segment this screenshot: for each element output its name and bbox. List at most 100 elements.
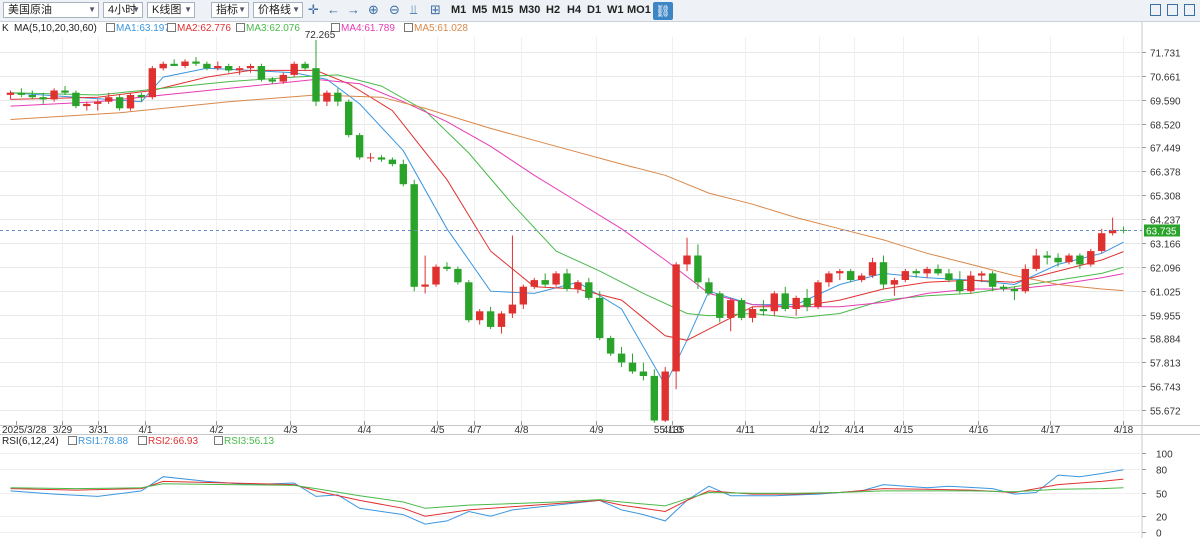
candle-body bbox=[1032, 255, 1040, 269]
rsi-line-rsi3 bbox=[10, 483, 1124, 509]
price-grid bbox=[0, 22, 1200, 538]
x-tick-label: 4/9 bbox=[590, 425, 604, 436]
link-icon[interactable]: ⛓ bbox=[653, 2, 673, 20]
chevron-down-icon: ▼ bbox=[132, 5, 140, 14]
candle-body bbox=[792, 297, 800, 309]
chart-kind-label: K线图 bbox=[152, 4, 182, 16]
ma1-legend[interactable]: MA1:63.197 bbox=[106, 22, 170, 36]
rsi3-value: RSI3:56.13 bbox=[224, 436, 275, 447]
y-tick-label: 71.731 bbox=[1150, 49, 1181, 60]
checkbox-icon[interactable] bbox=[331, 23, 340, 32]
crosshair-icon[interactable]: ✛ bbox=[308, 2, 319, 17]
checkbox-icon[interactable] bbox=[236, 23, 245, 32]
candle-body bbox=[465, 282, 473, 321]
candle-body bbox=[825, 273, 833, 283]
candle-body bbox=[596, 297, 604, 338]
checkbox-icon[interactable] bbox=[167, 23, 176, 32]
checkbox-icon[interactable] bbox=[138, 436, 147, 445]
window-restore-icon[interactable] bbox=[1167, 4, 1178, 16]
candle-body bbox=[312, 68, 320, 102]
candle-body bbox=[225, 66, 233, 71]
chevron-down-icon: ▼ bbox=[88, 5, 96, 14]
period-m5[interactable]: M5 bbox=[472, 4, 488, 16]
candle-body bbox=[301, 63, 309, 69]
rsi-y-tick-label: 50 bbox=[1156, 490, 1168, 501]
rsi-y-tick-label: 80 bbox=[1156, 466, 1168, 477]
candle-body bbox=[443, 266, 451, 269]
ma-line-ma5 bbox=[10, 94, 1124, 292]
candles bbox=[6, 40, 1128, 423]
candle-body bbox=[1054, 257, 1062, 263]
interval-select[interactable]: 4小时 ▼ bbox=[103, 2, 143, 18]
candle-body bbox=[563, 273, 571, 289]
period-m15[interactable]: M15 bbox=[492, 4, 514, 16]
price-line-select[interactable]: 价格线 ▼ bbox=[253, 2, 303, 18]
ma2-legend[interactable]: MA2:62.776 bbox=[167, 22, 231, 36]
zoom-in-icon[interactable]: ⊕ bbox=[368, 2, 379, 17]
indicator-select[interactable]: 指标 ▼ bbox=[211, 2, 249, 18]
ma4-legend[interactable]: MA4:61.789 bbox=[331, 22, 395, 36]
rsi2-value: RSI2:66.93 bbox=[148, 436, 199, 447]
candle-body bbox=[727, 300, 735, 318]
candle-body bbox=[770, 293, 778, 312]
period-d1[interactable]: D1 bbox=[587, 4, 602, 16]
candle-body bbox=[999, 286, 1008, 289]
current-price-tag bbox=[1144, 224, 1180, 237]
x-tick-label: 4/4 bbox=[358, 425, 372, 436]
rsi-y-tick-label: 20 bbox=[1156, 513, 1168, 524]
chart-kind-select[interactable]: K线图 ▼ bbox=[147, 2, 195, 18]
candle-body bbox=[661, 371, 669, 421]
rsi1-legend[interactable]: RSI1:78.88 bbox=[68, 435, 128, 449]
zoom-out-icon[interactable]: ⊖ bbox=[389, 2, 400, 17]
candle-body bbox=[476, 311, 484, 321]
window-split-icon[interactable] bbox=[1150, 4, 1161, 16]
rsi3-legend[interactable]: RSI3:56.13 bbox=[214, 435, 274, 449]
ma5-legend[interactable]: MA5:61.028 bbox=[404, 22, 468, 36]
candle-body bbox=[355, 135, 364, 158]
candle-body bbox=[716, 293, 724, 318]
candle-body bbox=[432, 266, 440, 285]
candle-body bbox=[628, 362, 637, 372]
candle-body bbox=[214, 66, 222, 69]
candle-body bbox=[377, 157, 386, 160]
ma-line-ma3 bbox=[10, 74, 1124, 319]
candle-body bbox=[1043, 255, 1051, 258]
rsi2-legend[interactable]: RSI2:66.93 bbox=[138, 435, 198, 449]
candle-body bbox=[497, 313, 506, 327]
candle-body bbox=[170, 63, 178, 66]
period-m1[interactable]: M1 bbox=[451, 4, 467, 16]
period-mo1[interactable]: MO1 bbox=[627, 4, 651, 16]
candle-body bbox=[17, 92, 26, 95]
grid-icon[interactable]: ⊞ bbox=[430, 2, 441, 17]
ma3-legend[interactable]: MA3:62.076 bbox=[236, 22, 300, 36]
period-m30[interactable]: M30 bbox=[519, 4, 541, 16]
checkbox-icon[interactable] bbox=[68, 436, 77, 445]
rsi-y-tick-label: 0 bbox=[1156, 529, 1162, 538]
rsi-grid bbox=[0, 453, 1142, 533]
checkbox-icon[interactable] bbox=[106, 23, 115, 32]
candle-body bbox=[421, 284, 429, 287]
chart-type-icon[interactable]: ⫫ bbox=[410, 2, 418, 17]
candle-body bbox=[454, 268, 462, 283]
y-tick-label: 61.025 bbox=[1150, 288, 1181, 299]
candle-body bbox=[519, 286, 527, 305]
rsi-line-rsi1 bbox=[10, 469, 1124, 525]
ma5-value: MA5:61.028 bbox=[414, 23, 468, 34]
symbol-select[interactable]: 美国原油 ▼ bbox=[3, 2, 99, 18]
checkbox-icon[interactable] bbox=[404, 23, 413, 32]
candle-body bbox=[159, 63, 167, 69]
window-maximize-icon[interactable] bbox=[1184, 4, 1195, 16]
chevron-down-icon: ▼ bbox=[184, 5, 192, 14]
period-h4[interactable]: H4 bbox=[567, 4, 582, 16]
arrow-right-icon[interactable]: → bbox=[347, 2, 360, 17]
y-tick-label: 65.308 bbox=[1150, 192, 1181, 203]
period-w1[interactable]: W1 bbox=[607, 4, 624, 16]
candle-body bbox=[617, 353, 626, 363]
y-tick-label: 57.813 bbox=[1150, 359, 1181, 370]
candle-body bbox=[530, 280, 538, 287]
checkbox-icon[interactable] bbox=[214, 436, 223, 445]
period-h2[interactable]: H2 bbox=[546, 4, 561, 16]
candle-body bbox=[978, 273, 986, 276]
arrow-left-icon[interactable]: ← bbox=[327, 2, 340, 17]
